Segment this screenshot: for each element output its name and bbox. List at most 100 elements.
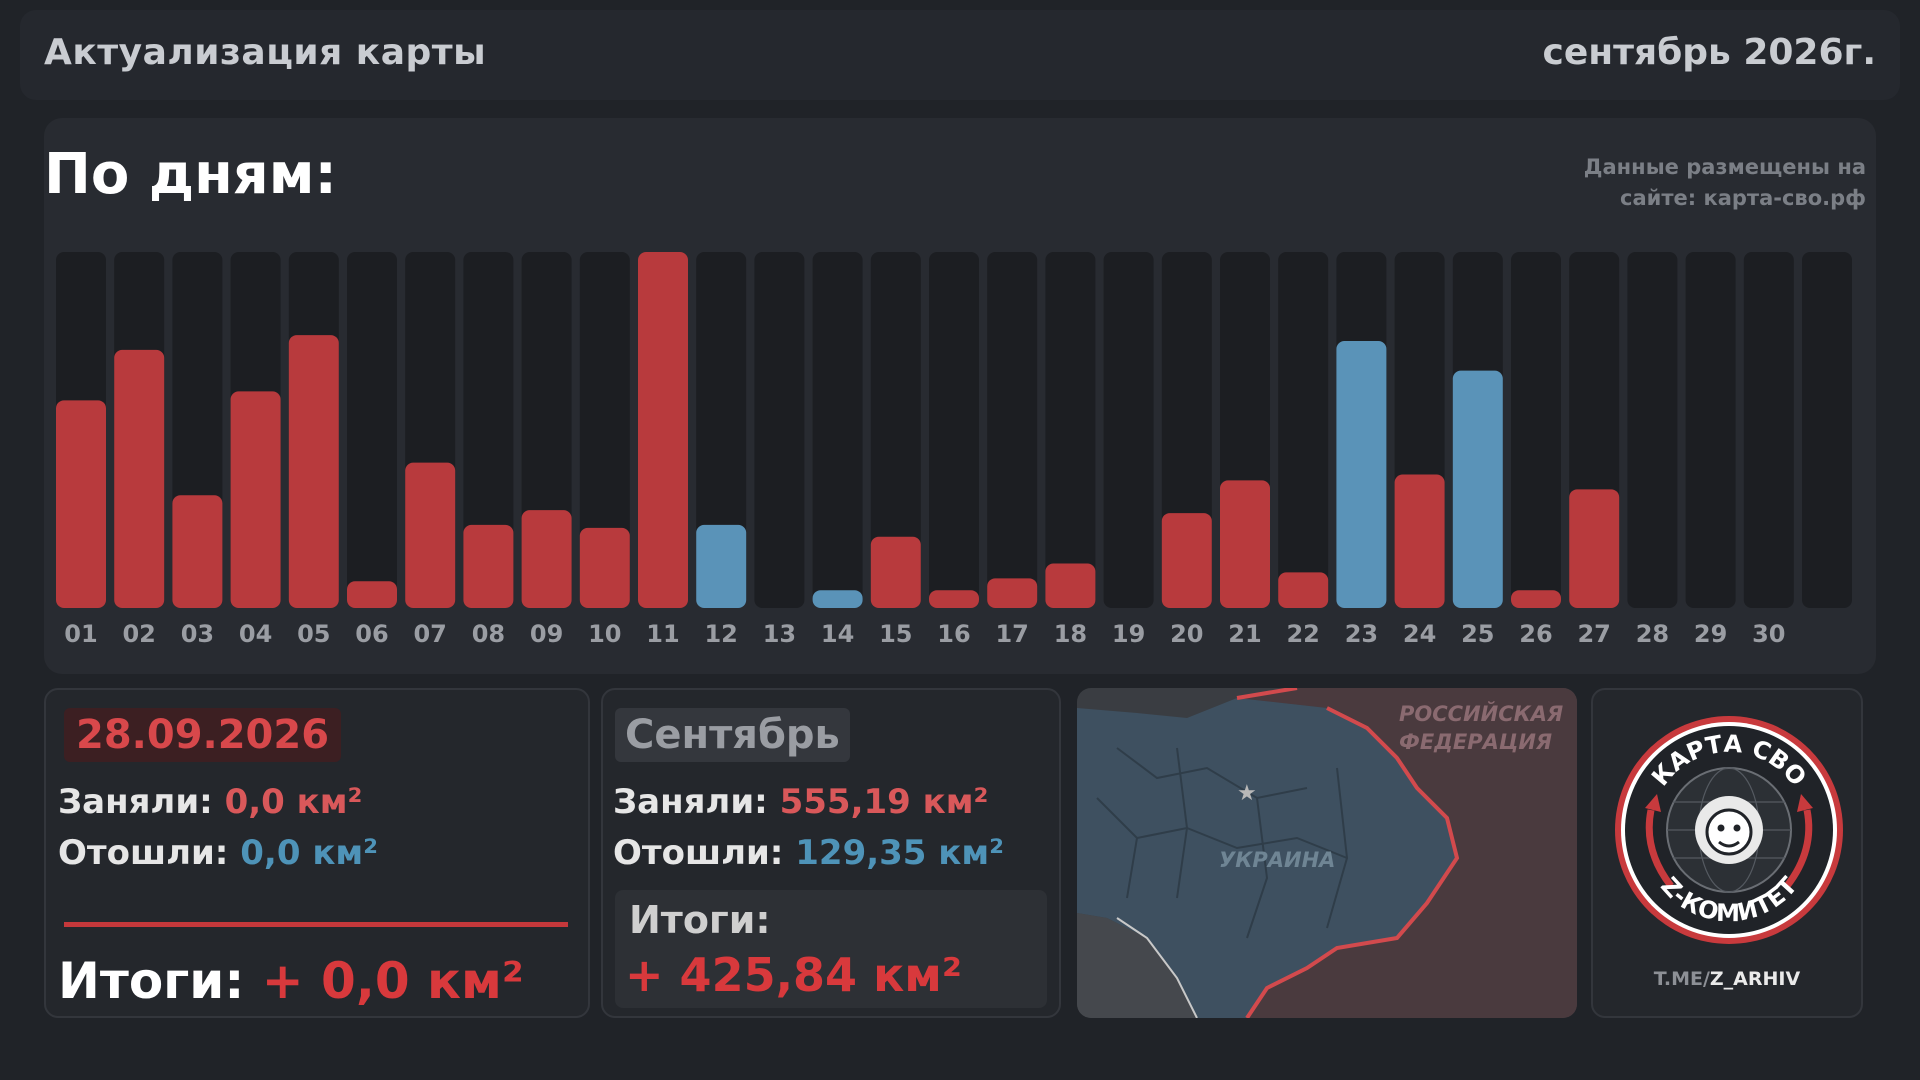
capital-star-icon: ★ (1237, 781, 1257, 806)
bar-day-27 (1569, 489, 1620, 608)
daily-chart-panel: По дням: Данные размещены на сайте: карт… (44, 118, 1876, 674)
day-date-badge: 28.09.2026 (64, 708, 342, 762)
tick-label-14: 14 (821, 620, 854, 648)
karta-svo-logo: КАРТА СВО Z-КОМИТЕТ (1615, 716, 1843, 944)
source-note: Данные размещены на сайте: карта-сво.рф (1584, 152, 1866, 214)
bar-day-22 (1278, 572, 1329, 608)
header-bar: Актуализация карты сентябрь 2026г. (20, 10, 1900, 100)
bar-day-15 (870, 536, 921, 608)
bar-day-24 (1394, 474, 1445, 608)
tick-label-06: 06 (355, 620, 388, 648)
bar-day-04 (230, 391, 281, 608)
bar-track (812, 252, 863, 608)
day-total-row: Итоги: + 0,0 км² (58, 952, 524, 1010)
tick-label-18: 18 (1054, 620, 1087, 648)
month-total-label: Итоги: (629, 898, 771, 942)
tick-label-07: 07 (413, 620, 446, 648)
bar-day-17 (987, 578, 1038, 608)
bar-track (1743, 252, 1794, 608)
tick-label-30: 30 (1752, 620, 1785, 648)
tick-label-10: 10 (588, 620, 621, 648)
bar-day-01 (56, 400, 106, 608)
day-lost-row: Отошли: 0,0 км² (58, 833, 378, 873)
bar-track (1278, 252, 1329, 608)
telegram-name: Z_ARHIV (1709, 968, 1801, 990)
tick-label-24: 24 (1403, 620, 1436, 648)
month-summary-card: Сентябрь Заняли: 555,19 км² Отошли: 129,… (601, 688, 1061, 1018)
tick-label-16: 16 (937, 620, 970, 648)
bar-track (1103, 252, 1154, 608)
tick-label-22: 22 (1286, 620, 1319, 648)
bar-day-25 (1452, 370, 1503, 608)
bar-track (463, 252, 514, 608)
bar-track (347, 252, 397, 608)
bar-track (579, 252, 630, 608)
bar-day-03 (172, 495, 223, 608)
tick-label-12: 12 (704, 620, 737, 648)
bar-track (929, 252, 979, 608)
map-label-ukraine: УКРАИНА (1219, 848, 1336, 872)
bar-track (1045, 252, 1096, 608)
tick-label-01: 01 (64, 620, 97, 648)
daily-bar-chart: 01 02 03 04 05 06 07 08 09 10 11 12 13 14 15 16 17 18 19 20… (56, 252, 1852, 648)
bar-day-09 (521, 510, 572, 608)
tick-label-03: 03 (181, 620, 214, 648)
month-lost-label: Отошли: (613, 833, 784, 873)
bar-day-02 (114, 349, 165, 608)
bar-day-08 (463, 524, 514, 608)
day-summary-card: 28.09.2026 Заняли: 0,0 км² Отошли: 0,0 к… (44, 688, 590, 1018)
bar-track (754, 252, 805, 608)
day-lost-value: 0,0 км² (240, 833, 379, 873)
map-graphic: ★ (1077, 688, 1577, 1018)
bar-day-23 (1336, 341, 1387, 608)
tick-label-28: 28 (1636, 620, 1669, 648)
telegram-handle[interactable]: T.ME/Z_ARHIV (1593, 968, 1861, 990)
tick-label-13: 13 (763, 620, 796, 648)
bar-track (1511, 252, 1561, 608)
tick-label-27: 27 (1577, 620, 1610, 648)
bar-day-10 (579, 527, 630, 608)
bar-day-11 (638, 252, 688, 608)
tick-label-02: 02 (122, 620, 155, 648)
tick-label-21: 21 (1228, 620, 1261, 648)
tick-label-05: 05 (297, 620, 330, 648)
bar-track (696, 252, 747, 608)
month-badge: Сентябрь (615, 708, 850, 762)
month-totals-box: Итоги: + 425,84 км² (615, 890, 1047, 1008)
day-taken-value: 0,0 км² (224, 782, 363, 822)
tick-label-26: 26 (1519, 620, 1552, 648)
bar-day-26 (1511, 590, 1561, 608)
bar-track (1685, 252, 1736, 608)
tick-label-15: 15 (879, 620, 912, 648)
tick-label-11: 11 (646, 620, 679, 648)
map-label-russia-1: РОССИЙСКАЯ (1399, 702, 1564, 726)
bar-day-16 (929, 590, 979, 608)
month-total-value: + 425,84 км² (625, 948, 963, 1002)
front-map: ★ РОССИЙСКАЯ ФЕДЕРАЦИЯ УКРАИНА (1077, 688, 1577, 1018)
lion-mascot-icon (1695, 796, 1763, 864)
day-taken-label: Заняли: (58, 782, 213, 822)
month-lost-value: 129,35 км² (795, 833, 1005, 873)
bar-day-18 (1045, 563, 1096, 608)
tick-label-20: 20 (1170, 620, 1203, 648)
tick-label-25: 25 (1461, 620, 1494, 648)
tick-label-29: 29 (1694, 620, 1727, 648)
page-title: Актуализация карты (44, 32, 487, 73)
bar-track (987, 252, 1038, 608)
month-lost-row: Отошли: 129,35 км² (613, 833, 1004, 873)
source-line-2: сайте: карта-сво.рф (1620, 186, 1866, 210)
tick-label-17: 17 (995, 620, 1028, 648)
day-taken-row: Заняли: 0,0 км² (58, 782, 362, 822)
source-line-1: Данные размещены на (1583, 155, 1866, 179)
bar-track (870, 252, 921, 608)
day-total-label: Итоги: (58, 952, 245, 1010)
chart-heading: По дням: (44, 142, 337, 207)
bar-day-06 (347, 581, 397, 608)
bar-day-12 (696, 524, 747, 608)
bar-track (1802, 252, 1852, 608)
tick-label-09: 09 (530, 620, 563, 648)
tick-label-08: 08 (472, 620, 505, 648)
month-taken-label: Заняли: (613, 782, 768, 822)
map-label-russia: РОССИЙСКАЯ ФЕДЕРАЦИЯ (1399, 700, 1563, 756)
month-taken-value: 555,19 км² (779, 782, 989, 822)
